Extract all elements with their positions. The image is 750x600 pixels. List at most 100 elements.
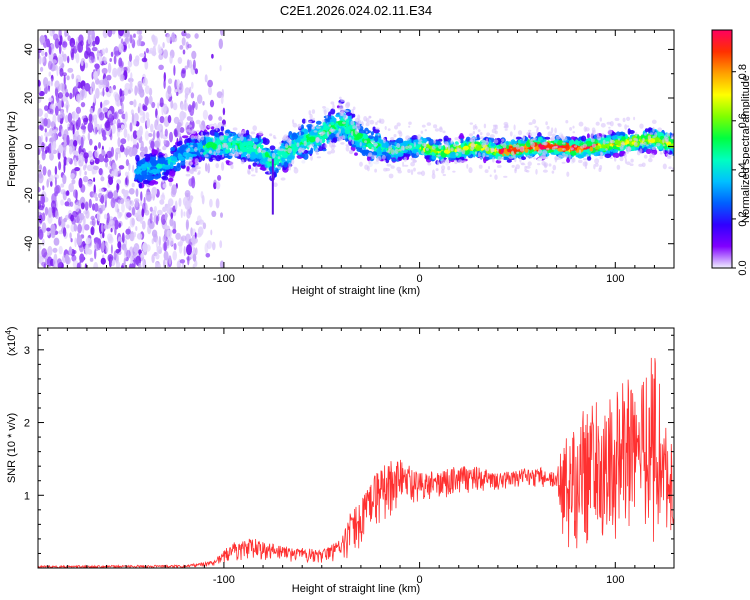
spectrogram-halo-cell (662, 144, 666, 147)
spectrogram-noise-cell (202, 109, 208, 120)
spectrogram-noise-cell (183, 246, 186, 256)
spectrogram-noise-cell (46, 227, 51, 232)
spectrogram-noise-cell (170, 100, 174, 109)
spectrogram-halo-cell (330, 127, 333, 133)
spectrogram-halo-cell (222, 142, 226, 149)
spectrogram-noise-cell (55, 260, 58, 268)
spectrogram-halo-cell (365, 122, 370, 127)
spectrogram-halo-cell (472, 124, 476, 131)
spectrogram-noise-cell (183, 211, 186, 217)
spectrogram-halo-cell (665, 139, 669, 143)
spectrogram-noise-cell (172, 102, 178, 111)
spectrogram-halo-cell (230, 164, 234, 169)
spectrogram-noise-cell (182, 112, 187, 119)
spectrogram-noise-cell (83, 117, 89, 123)
spectrogram-halo-cell (200, 131, 204, 137)
spectrogram-halo-cell (338, 96, 342, 100)
spectrogram-halo-cell (565, 120, 569, 124)
spectrogram-noise-cell (85, 237, 91, 245)
spectrogram-noise-cell (172, 250, 177, 261)
spectrogram-ridge-cell (303, 153, 309, 160)
spectrogram-noise-cell (157, 213, 160, 222)
spectrogram-noise-cell (60, 199, 64, 206)
spectrogram-noise-cell (166, 33, 171, 44)
spectrogram-halo-cell (232, 148, 235, 153)
spectrogram-halo-cell (599, 151, 603, 156)
spectrogram-noise-cell (78, 177, 83, 189)
spectrogram-noise-cell (202, 101, 205, 106)
spectrogram-noise-cell (44, 113, 49, 119)
spectrogram-halo-cell (365, 130, 368, 134)
spectrogram-ridge-cell (206, 143, 211, 149)
spectrogram-halo-cell (533, 146, 535, 150)
spectrogram-noise-cell (112, 119, 116, 125)
spectrogram-ridge-cell (367, 135, 374, 140)
spectrogram-ridge-cell (383, 141, 390, 149)
spectrogram-halo-cell (194, 147, 198, 152)
spectrogram-halo-cell (297, 123, 302, 129)
spectrogram-ridge-cell (355, 143, 361, 148)
spectrogram-noise-cell (71, 179, 76, 185)
spectrogram-halo-cell (484, 140, 490, 146)
spectrogram-noise-cell (101, 240, 105, 252)
colorbar-tick-label: 0.8 (737, 64, 749, 79)
spectrogram-noise-cell (180, 69, 186, 79)
spectrogram-halo-cell (643, 154, 648, 159)
spectrogram-noise-cell (219, 240, 223, 249)
spectrogram-halo-cell (639, 123, 644, 129)
spectrogram-halo-cell (368, 152, 373, 157)
spectrogram-ridge-cell (656, 132, 662, 136)
spectrogram-noise-cell (133, 33, 136, 38)
spectrogram-noise-cell (168, 78, 173, 85)
spectrogram-halo-cell (644, 132, 647, 136)
spectrogram-halo-cell (447, 165, 451, 171)
spectrogram-halo-cell (558, 154, 563, 158)
spectrogram-noise-cell (92, 40, 96, 47)
spectrogram-halo-cell (666, 153, 669, 157)
spectrogram-noise-cell (135, 188, 139, 198)
spectrogram-noise-cell (113, 55, 117, 65)
spectrogram-ridge-cell (449, 151, 457, 159)
spectrogram-noise-cell (219, 64, 222, 72)
spectrogram-ridge-cell (589, 146, 594, 152)
spectrogram-noise-cell (195, 247, 198, 256)
spectrogram-noise-cell (188, 178, 194, 187)
spectrogram-halo-cell (493, 169, 497, 173)
spectrogram-ridge-cell (137, 175, 143, 182)
spectrogram-noise-cell (113, 91, 119, 99)
spectrogram-halo-cell (352, 125, 356, 130)
spectrogram-noise-cell (187, 43, 192, 49)
spectrogram-noise-cell (102, 231, 105, 239)
spectrogram-halo-cell (324, 143, 328, 148)
spectrogram-noise-cell (118, 222, 122, 229)
spectrogram-noise-cell (53, 174, 60, 180)
spectrogram-noise-cell (53, 256, 55, 267)
spectrogram-halo-cell (436, 160, 440, 166)
spectrogram-noise-cell (75, 52, 80, 64)
spectrogram-noise-cell (142, 103, 146, 110)
spectrogram-noise-cell (50, 121, 56, 128)
spectrogram-ridge-cell (630, 146, 636, 152)
snr-xtick-label: 0 (417, 574, 423, 586)
spectrogram-halo-cell (626, 116, 631, 121)
spectrogram-ytick-label: -20 (23, 187, 35, 203)
spectrogram-noise-cell (77, 199, 81, 207)
spectrogram-noise-cell (85, 209, 90, 219)
spectrogram-noise-cell (154, 143, 159, 149)
spectrogram-noise-cell (96, 240, 102, 251)
spectrogram-halo-cell (250, 131, 256, 135)
spectrogram-noise-cell (136, 142, 139, 150)
spectrogram-halo-cell (298, 131, 301, 136)
spectrogram-halo-cell (199, 151, 203, 155)
spectrogram-halo-cell (582, 143, 588, 148)
spectrogram-halo-cell (659, 152, 663, 155)
spectrogram-noise-cell (79, 151, 85, 162)
spectrogram-noise-cell (72, 110, 77, 121)
spectrogram-halo-cell (213, 151, 216, 156)
spectrogram-halo-cell (561, 155, 566, 159)
spectrogram-ridge-cell (167, 158, 171, 165)
spectrogram-halo-cell (585, 165, 587, 169)
spectrogram-halo-cell (497, 156, 502, 162)
spectrogram-halo-cell (578, 149, 582, 154)
spectrogram-noise-cell (151, 51, 157, 56)
